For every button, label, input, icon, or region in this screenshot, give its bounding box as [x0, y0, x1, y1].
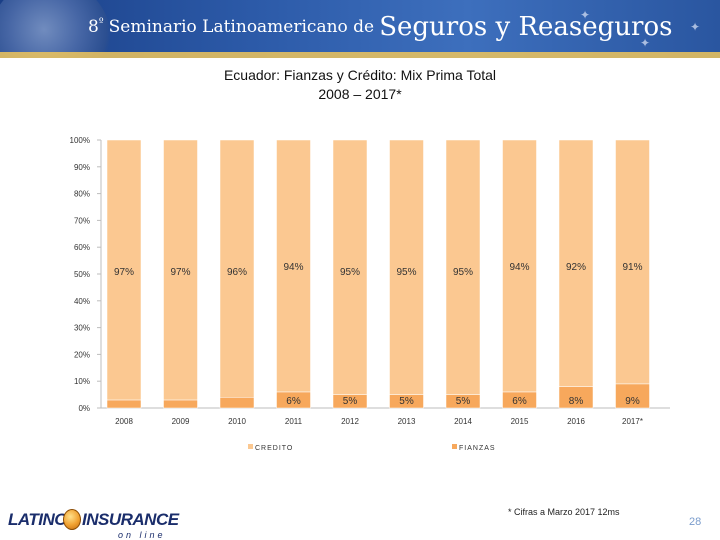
legend-swatch-credito: [248, 444, 253, 449]
legend-label-credito: CREDITO: [255, 445, 293, 452]
seminar-ordinal: 8: [88, 17, 99, 37]
y-tick-label: 0%: [78, 404, 90, 413]
footnote: * Cifras a Marzo 2017 12ms: [508, 507, 620, 517]
sparkle-icon: ✦: [690, 20, 701, 34]
data-label-credito: 95%: [396, 267, 416, 278]
bar-credito-2008: [106, 139, 142, 401]
bar-credito-2011: [276, 139, 311, 393]
data-label-credito: 94%: [283, 262, 303, 273]
x-tick-label: 2016: [567, 417, 585, 426]
y-tick-label: 70%: [74, 216, 90, 225]
y-tick-label: 50%: [74, 270, 90, 279]
data-label-credito: 96%: [227, 267, 247, 278]
x-tick-label: 2015: [511, 417, 529, 426]
data-label-credito: 95%: [340, 267, 360, 278]
bar-fianzas-2017*: [615, 383, 650, 409]
logo-insurance-text: INSURANCE: [82, 510, 179, 529]
data-label-credito: 94%: [509, 262, 529, 273]
x-tick-label: 2013: [398, 417, 416, 426]
bar-credito-2017*: [615, 139, 650, 385]
logo-latino-text: LATINO: [8, 510, 68, 529]
bar-credito-2013: [389, 139, 424, 395]
data-label-fianzas: 6%: [286, 396, 301, 407]
y-tick-label: 90%: [74, 163, 90, 172]
y-tick-label: 10%: [74, 377, 90, 386]
bar-credito-2014: [445, 139, 481, 395]
x-tick-label: 2017*: [622, 417, 643, 426]
data-label-fianzas: 8%: [569, 396, 584, 407]
data-label-credito: 97%: [170, 267, 190, 278]
y-tick-label: 20%: [74, 350, 90, 359]
y-tick-label: 30%: [74, 324, 90, 333]
data-label-fianzas: 5%: [399, 396, 414, 407]
globe-graphic: [0, 0, 110, 58]
y-tick-label: 80%: [74, 190, 90, 199]
x-tick-label: 2009: [172, 417, 190, 426]
x-tick-label: 2014: [454, 417, 472, 426]
data-label-credito: 91%: [622, 262, 642, 273]
data-label-fianzas: 5%: [456, 396, 471, 407]
seminar-ordinal-sup: º: [98, 17, 104, 29]
chart-title: Ecuador: Fianzas y Crédito: Mix Prima To…: [223, 67, 497, 83]
bar-credito-2015: [502, 139, 537, 393]
seminar-title-big: Seguros y Reaseguros: [379, 12, 673, 42]
legend-label-fianzas: FIANZAS: [459, 445, 496, 452]
bar-credito-2016: [558, 139, 594, 387]
data-label-credito: 95%: [453, 267, 473, 278]
bar-credito-2009: [163, 139, 198, 401]
x-tick-label: 2011: [285, 417, 303, 426]
x-tick-label: 2012: [341, 417, 359, 426]
data-label-fianzas: 5%: [343, 396, 358, 407]
bar-fianzas-2008: [106, 399, 142, 409]
data-label-credito: 92%: [566, 262, 586, 273]
logo-globe-icon: [63, 509, 81, 530]
bar-fianzas-2009: [163, 399, 198, 409]
bar-credito-2010: [219, 139, 255, 398]
y-tick-label: 40%: [74, 297, 90, 306]
legend-swatch-fianzas: [452, 444, 457, 449]
sparkle-icon: ✦: [640, 36, 651, 50]
stacked-bar-chart: 0% 10% 20% 30% 40% 50% 60% 70% 80% 90% 100% 97% 2008…: [70, 136, 670, 452]
x-tick-label: 2010: [228, 417, 246, 426]
seminar-title: 8º Seminario Latinoamericano de Seguros …: [88, 12, 672, 42]
header-banner: ✦ ✦ ✦ 8º Seminario Latinoamericano de Se…: [0, 0, 720, 58]
seminar-title-small: Seminario Latinoamericano de: [108, 17, 375, 37]
banner-stripe: [0, 52, 720, 58]
latino-insurance-logo: LATINO INSURANCE on line: [8, 508, 179, 540]
data-label-fianzas: 9%: [625, 396, 640, 407]
page-number: 28: [689, 516, 702, 528]
sparkle-icon: ✦: [580, 8, 591, 22]
data-label-fianzas: 6%: [512, 396, 527, 407]
y-tick-label: 100%: [70, 136, 90, 145]
data-label-credito: 97%: [114, 267, 134, 278]
x-tick-label: 2008: [115, 417, 133, 426]
bar-credito-2012: [332, 139, 368, 395]
bar-fianzas-2010: [219, 397, 255, 409]
logo-online-text: on line: [118, 530, 166, 540]
y-tick-label: 60%: [74, 243, 90, 252]
chart-subtitle: 2008 – 2017*: [318, 86, 402, 102]
